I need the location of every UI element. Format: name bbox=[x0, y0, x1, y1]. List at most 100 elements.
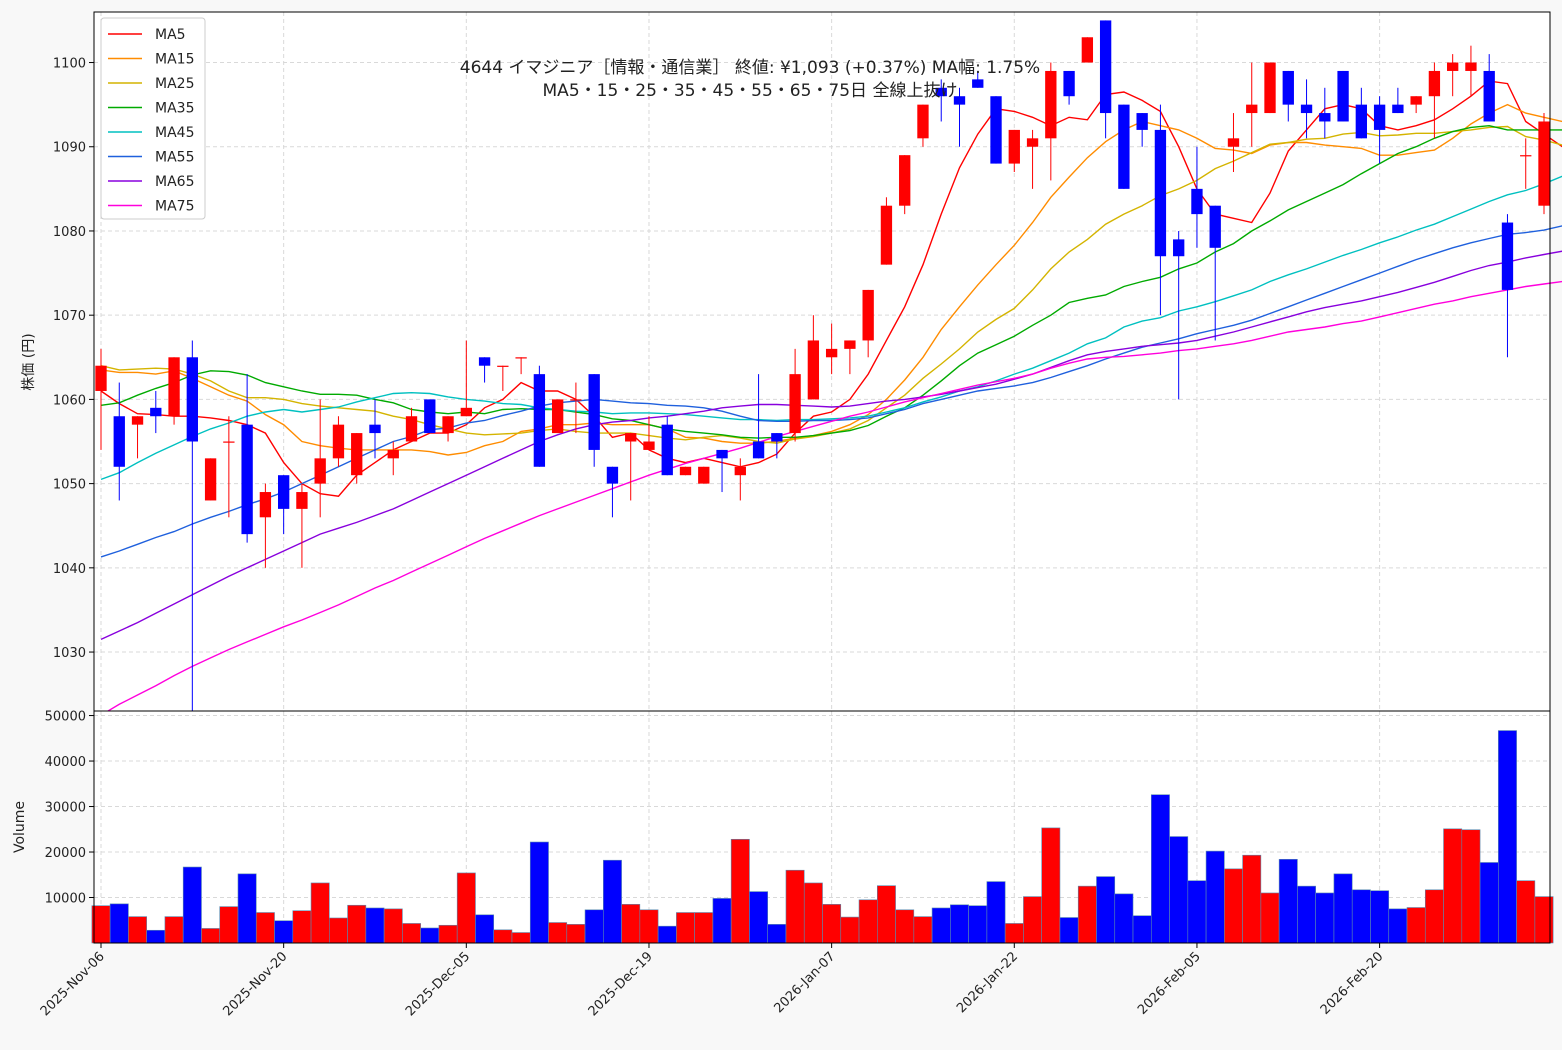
candle-body bbox=[625, 433, 637, 442]
price-y-ticks: 1030 1040 1050 1060 1070 1080 1090 1100 bbox=[53, 57, 94, 661]
price-grid bbox=[94, 12, 1550, 711]
volume-bar bbox=[255, 912, 275, 944]
candle-body bbox=[259, 492, 272, 518]
legend-label-ma45: MA45 bbox=[155, 125, 194, 141]
volume-plot-frame bbox=[93, 710, 1551, 944]
volume-bar bbox=[1443, 828, 1463, 944]
candle-body bbox=[277, 475, 290, 509]
candle-body bbox=[1447, 62, 1459, 71]
volume-bar bbox=[274, 920, 294, 944]
legend-label-ma35: MA35 bbox=[155, 101, 194, 117]
volume-bar bbox=[986, 881, 1006, 944]
candlesticks bbox=[95, 20, 1550, 711]
volume-tick-label: 30000 bbox=[45, 801, 86, 816]
volume-bar bbox=[749, 891, 769, 944]
volume-bar bbox=[858, 899, 878, 944]
volume-bar bbox=[822, 904, 842, 944]
candle-body bbox=[515, 357, 527, 359]
candle-body bbox=[606, 466, 619, 484]
price-tick-label: 1050 bbox=[53, 478, 86, 493]
candle-body bbox=[351, 433, 363, 476]
candle-body bbox=[1045, 70, 1057, 139]
volume-bar bbox=[146, 929, 166, 944]
ma-line-ma15 bbox=[100, 103, 1562, 456]
volume-bar bbox=[1077, 885, 1097, 944]
candle-body bbox=[1538, 121, 1550, 206]
volume-bar bbox=[1516, 880, 1536, 944]
volume-bar bbox=[1351, 889, 1371, 944]
candle-body bbox=[588, 374, 600, 450]
legend-label-ma15: MA15 bbox=[155, 52, 194, 68]
legend-box bbox=[100, 17, 206, 220]
candle-body bbox=[935, 87, 947, 97]
candle-body bbox=[972, 79, 984, 88]
volume-bar bbox=[1004, 923, 1024, 944]
price-plot-area bbox=[94, 12, 1550, 711]
candle-body bbox=[131, 416, 144, 425]
candle-body bbox=[1282, 70, 1294, 105]
legend-label-ma75: MA75 bbox=[155, 199, 194, 215]
volume-bar bbox=[329, 917, 348, 944]
candle-body bbox=[1410, 96, 1422, 105]
volume-bar bbox=[676, 912, 695, 944]
candle-body bbox=[497, 365, 509, 367]
candle-body bbox=[95, 365, 107, 391]
volume-bar bbox=[237, 873, 257, 944]
volume-bar bbox=[420, 927, 440, 944]
candle-body bbox=[643, 441, 655, 450]
volume-bar bbox=[529, 841, 549, 944]
moving-average-lines bbox=[100, 80, 1562, 716]
candle-body bbox=[679, 466, 692, 476]
volume-bar bbox=[566, 924, 586, 944]
price-tick-label: 1090 bbox=[53, 141, 86, 156]
legend-label-ma25: MA25 bbox=[155, 76, 194, 92]
candle-body bbox=[1008, 129, 1020, 164]
volume-bar bbox=[1023, 896, 1042, 944]
candle-body bbox=[1099, 20, 1112, 114]
candle-body bbox=[1191, 188, 1203, 215]
candle-body bbox=[698, 466, 710, 484]
volume-bar bbox=[438, 924, 458, 944]
volume-bar bbox=[1224, 868, 1243, 944]
volume-y-axis-label: Volume bbox=[12, 801, 28, 853]
volume-bar bbox=[201, 928, 221, 944]
volume-bar bbox=[1388, 908, 1408, 944]
volume-bars bbox=[91, 730, 1554, 944]
candle-body bbox=[825, 348, 838, 358]
candle-body bbox=[405, 416, 418, 442]
candle-body bbox=[1136, 113, 1148, 130]
candle-body bbox=[204, 458, 217, 501]
candle-body bbox=[241, 424, 253, 535]
volume-bar bbox=[1041, 827, 1061, 944]
candle-body bbox=[1392, 104, 1404, 114]
candle-body bbox=[551, 399, 564, 434]
volume-bar bbox=[1059, 917, 1079, 944]
candle-body bbox=[661, 424, 673, 476]
candle-body bbox=[1520, 155, 1532, 157]
candle-body bbox=[533, 374, 546, 467]
candle-body bbox=[1063, 70, 1075, 97]
candle-body bbox=[789, 374, 801, 434]
candle-body bbox=[460, 407, 472, 417]
ma-line-ma65 bbox=[100, 250, 1562, 641]
legend-label-ma5: MA5 bbox=[155, 27, 186, 43]
candle-body bbox=[1465, 62, 1477, 71]
volume-bar bbox=[657, 925, 677, 944]
candle-body bbox=[1154, 129, 1167, 257]
volume-bar bbox=[876, 885, 896, 944]
candle-body bbox=[570, 399, 582, 401]
candle-body bbox=[844, 340, 856, 349]
volume-bar bbox=[1169, 836, 1189, 944]
candle-body bbox=[1501, 222, 1514, 290]
volume-bar bbox=[1114, 893, 1134, 944]
volume-bar bbox=[548, 922, 568, 944]
candle-body bbox=[880, 205, 893, 265]
ma-line-ma75 bbox=[100, 280, 1562, 716]
volume-bar bbox=[91, 905, 111, 944]
volume-bar bbox=[1461, 829, 1481, 944]
candle-body bbox=[442, 416, 454, 434]
volume-panel: 10000 20000 30000 40000 50000 Volume bbox=[12, 710, 1554, 944]
legend: MA5 MA15 MA25 MA35 MA45 MA55 MA65 MA75 bbox=[100, 17, 206, 220]
volume-bar bbox=[1370, 890, 1390, 944]
volume-bar bbox=[1242, 854, 1262, 944]
